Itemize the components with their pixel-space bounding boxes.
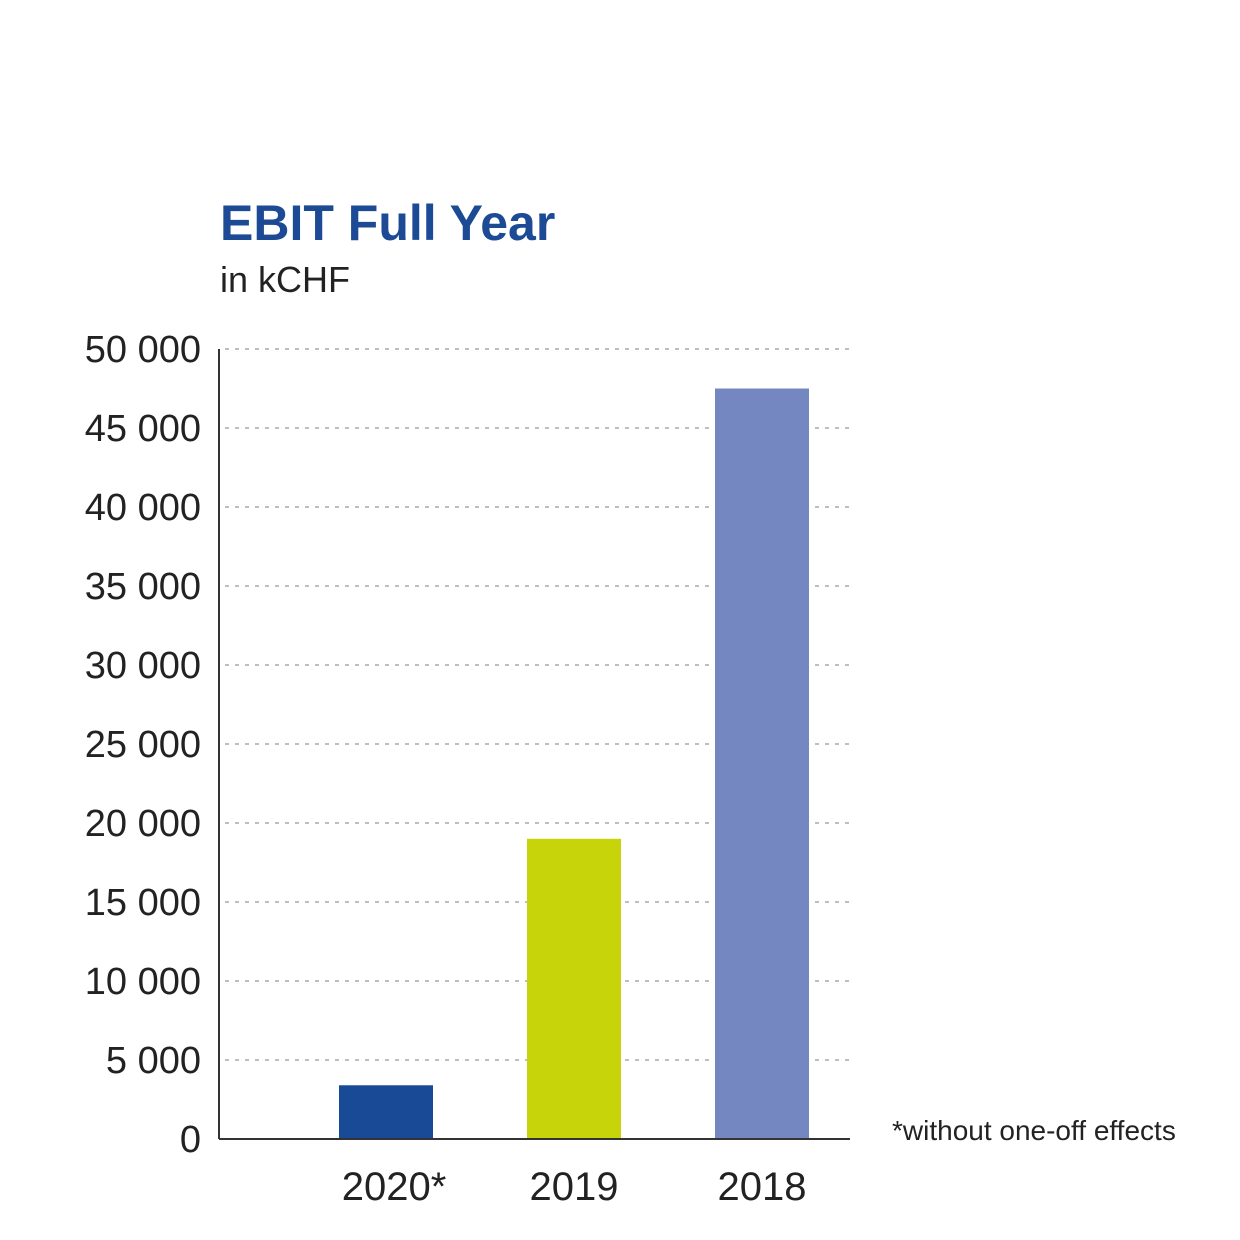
y-axis-ticks: 0 5 000 10 000 15 000 20 000 25 000 30 000 35 0…	[85, 329, 201, 1161]
footnote: *without one-off effects	[892, 1115, 1176, 1146]
x-tick-label: 2020*	[342, 1165, 447, 1209]
y-tick-label: 50 000	[85, 329, 201, 371]
y-tick-label: 20 000	[85, 803, 201, 845]
bar-2019	[527, 838, 621, 1139]
chart-subtitle: in kCHF	[220, 259, 350, 300]
chart-title: EBIT Full Year	[220, 195, 555, 251]
y-tick-label: 25 000	[85, 724, 201, 766]
bar-2018	[715, 388, 809, 1139]
bar-2020	[339, 1085, 433, 1139]
y-tick-label: 10 000	[85, 961, 201, 1003]
y-tick-label: 5 000	[106, 1040, 201, 1082]
x-tick-label: 2018	[718, 1165, 807, 1209]
y-tick-label: 15 000	[85, 882, 201, 924]
y-tick-label: 35 000	[85, 566, 201, 608]
x-axis-categories: 2020* 2019 2018	[342, 1165, 807, 1209]
y-tick-label: 40 000	[85, 487, 201, 529]
x-tick-label: 2019	[530, 1165, 619, 1209]
y-tick-label: 45 000	[85, 408, 201, 450]
bars	[339, 388, 809, 1139]
y-tick-label: 30 000	[85, 645, 201, 687]
y-tick-label: 0	[180, 1119, 201, 1161]
